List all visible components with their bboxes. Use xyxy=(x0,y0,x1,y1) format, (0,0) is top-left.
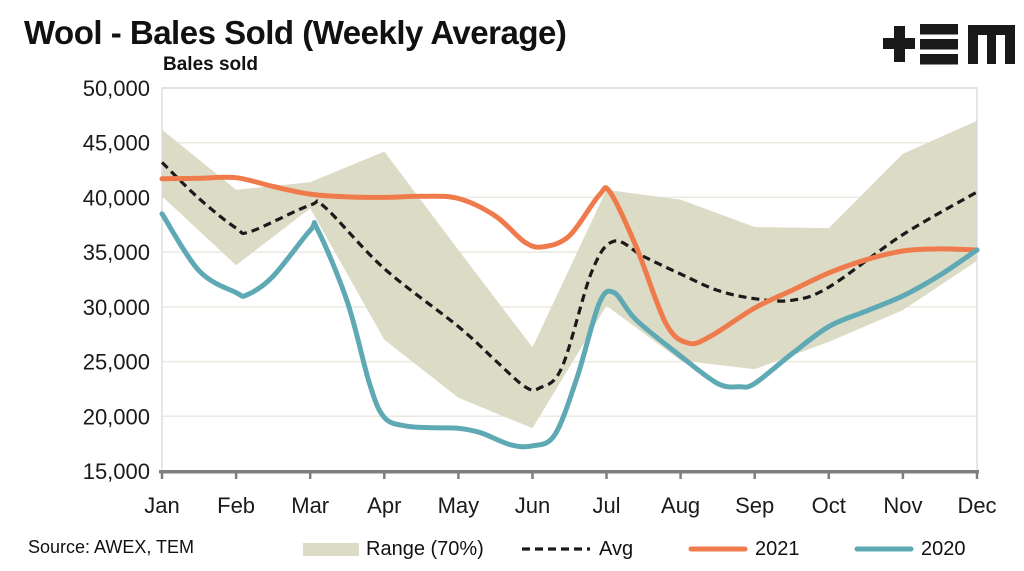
y-axis-title: Bales sold xyxy=(163,54,259,75)
line-2021-sample-icon xyxy=(688,546,748,552)
range-band xyxy=(162,120,977,429)
y-tick-label: 30,000 xyxy=(83,295,150,320)
series-2020-line xyxy=(159,211,980,450)
series-2021-line xyxy=(159,174,980,347)
x-tick-label: Nov xyxy=(883,493,922,518)
x-tick-label: Oct xyxy=(812,493,846,518)
legend-item-2021: 2021 xyxy=(688,536,800,562)
x-tick-label: Jun xyxy=(515,493,550,518)
x-tick-label: Aug xyxy=(661,493,700,518)
series-Avg-line xyxy=(160,161,978,392)
legend-item-range: Range (70%) xyxy=(303,536,484,562)
y-tick-label: 25,000 xyxy=(83,350,150,375)
x-tick-label: Jan xyxy=(144,493,179,518)
x-tick-label: Mar xyxy=(291,493,329,518)
legend-label-2021: 2021 xyxy=(755,537,800,560)
y-tick-label: 50,000 xyxy=(83,76,150,101)
legend-item-avg: Avg xyxy=(520,536,633,562)
tem-logo-icon xyxy=(883,24,1015,65)
y-tick-label: 35,000 xyxy=(83,240,150,265)
x-tick-label: Sep xyxy=(735,493,774,518)
y-tick-label: 20,000 xyxy=(83,404,150,429)
x-tick-label: Jul xyxy=(592,493,620,518)
legend-label-avg: Avg xyxy=(599,537,634,560)
x-tick-label: May xyxy=(438,493,480,518)
y-tick-label: 45,000 xyxy=(83,131,150,156)
x-tick-label: Dec xyxy=(957,493,996,518)
y-tick-label: 15,000 xyxy=(83,459,150,484)
page-title: Wool - Bales Sold (Weekly Average) xyxy=(24,14,567,51)
legend-label-2020: 2020 xyxy=(921,537,966,560)
source-note: Source: AWEX, TEM xyxy=(28,537,195,557)
range-swatch xyxy=(303,542,359,556)
avg-line-sample-icon xyxy=(522,547,590,551)
y-tick-label: 40,000 xyxy=(83,185,150,210)
legend-label-range: Range (70%) xyxy=(366,537,484,560)
legend-item-2020: 2020 xyxy=(854,536,966,562)
line-2020-sample-icon xyxy=(854,546,914,552)
x-tick-label: Feb xyxy=(217,493,255,518)
x-tick-label: Apr xyxy=(367,493,401,518)
